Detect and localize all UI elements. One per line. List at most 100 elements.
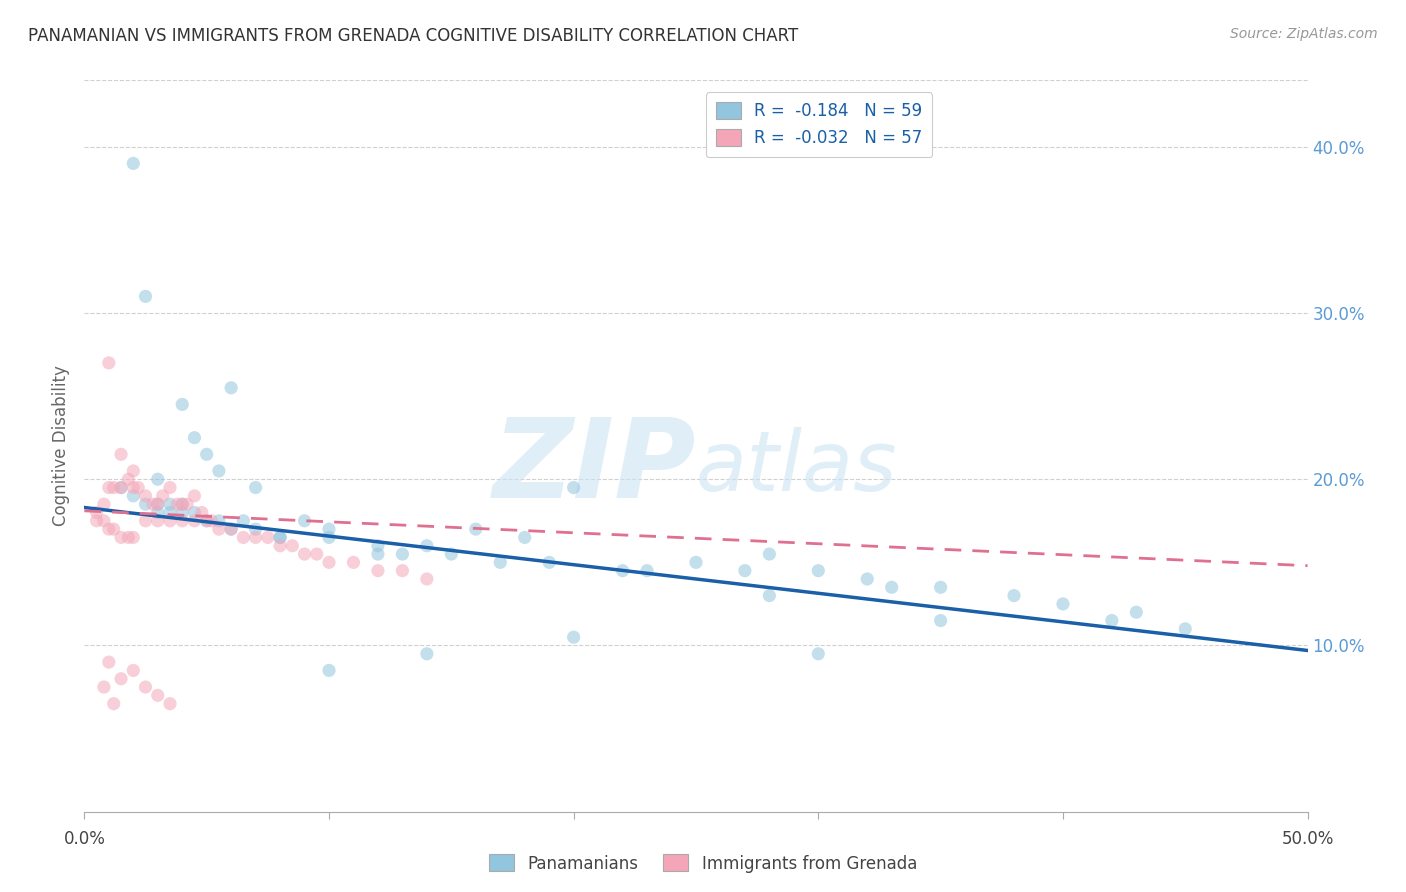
- Point: [152, 489, 174, 503]
- Point: [122, 481, 145, 495]
- Point: [183, 514, 205, 528]
- Point: [159, 697, 181, 711]
- Point: [636, 564, 658, 578]
- Point: [142, 497, 165, 511]
- Point: [110, 481, 132, 495]
- Point: [166, 497, 188, 511]
- Point: [489, 555, 512, 569]
- Point: [159, 506, 181, 520]
- Point: [146, 497, 169, 511]
- Point: [110, 481, 132, 495]
- Point: [159, 481, 181, 495]
- Point: [97, 481, 120, 495]
- Point: [1002, 589, 1025, 603]
- Point: [97, 522, 120, 536]
- Point: [135, 680, 157, 694]
- Point: [318, 664, 340, 678]
- Point: [513, 530, 536, 544]
- Point: [232, 514, 254, 528]
- Point: [172, 397, 194, 411]
- Point: [758, 547, 780, 561]
- Point: [172, 514, 194, 528]
- Point: [245, 530, 267, 544]
- Text: atlas: atlas: [696, 427, 897, 508]
- Point: [758, 589, 780, 603]
- Text: PANAMANIAN VS IMMIGRANTS FROM GRENADA COGNITIVE DISABILITY CORRELATION CHART: PANAMANIAN VS IMMIGRANTS FROM GRENADA CO…: [28, 27, 799, 45]
- Point: [929, 614, 952, 628]
- Point: [562, 630, 585, 644]
- Point: [122, 156, 145, 170]
- Point: [612, 564, 634, 578]
- Point: [464, 522, 486, 536]
- Point: [1125, 605, 1147, 619]
- Point: [86, 514, 108, 528]
- Point: [208, 522, 231, 536]
- Point: [318, 530, 340, 544]
- Point: [135, 514, 157, 528]
- Point: [97, 356, 120, 370]
- Point: [146, 472, 169, 486]
- Point: [929, 580, 952, 594]
- Point: [172, 506, 194, 520]
- Legend: R =  -0.184   N = 59, R =  -0.032   N = 57: R = -0.184 N = 59, R = -0.032 N = 57: [706, 92, 932, 157]
- Point: [172, 497, 194, 511]
- Point: [159, 514, 181, 528]
- Point: [245, 481, 267, 495]
- Point: [195, 514, 218, 528]
- Point: [269, 530, 291, 544]
- Point: [97, 655, 120, 669]
- Point: [176, 497, 198, 511]
- Point: [122, 664, 145, 678]
- Point: [146, 689, 169, 703]
- Point: [416, 539, 439, 553]
- Text: Source: ZipAtlas.com: Source: ZipAtlas.com: [1230, 27, 1378, 41]
- Point: [172, 497, 194, 511]
- Point: [219, 522, 242, 536]
- Point: [685, 555, 707, 569]
- Point: [219, 381, 242, 395]
- Point: [416, 572, 439, 586]
- Point: [110, 672, 132, 686]
- Point: [342, 555, 364, 569]
- Point: [135, 289, 157, 303]
- Point: [146, 514, 169, 528]
- Point: [1052, 597, 1074, 611]
- Point: [110, 447, 132, 461]
- Point: [305, 547, 328, 561]
- Point: [146, 506, 169, 520]
- Point: [159, 497, 181, 511]
- Point: [562, 481, 585, 495]
- Point: [183, 489, 205, 503]
- Point: [117, 530, 139, 544]
- Point: [200, 514, 222, 528]
- Point: [103, 481, 125, 495]
- Point: [1101, 614, 1123, 628]
- Point: [208, 514, 231, 528]
- Point: [195, 514, 218, 528]
- Point: [219, 522, 242, 536]
- Point: [880, 580, 903, 594]
- Point: [281, 539, 304, 553]
- Point: [135, 489, 157, 503]
- Point: [391, 564, 413, 578]
- Point: [122, 464, 145, 478]
- Point: [538, 555, 561, 569]
- Point: [232, 530, 254, 544]
- Point: [93, 497, 115, 511]
- Point: [269, 539, 291, 553]
- Point: [93, 514, 115, 528]
- Point: [1174, 622, 1197, 636]
- Point: [807, 564, 830, 578]
- Point: [416, 647, 439, 661]
- Y-axis label: Cognitive Disability: Cognitive Disability: [52, 366, 70, 526]
- Point: [110, 530, 132, 544]
- Legend: Panamanians, Immigrants from Grenada: Panamanians, Immigrants from Grenada: [482, 847, 924, 880]
- Point: [294, 547, 316, 561]
- Point: [391, 547, 413, 561]
- Text: ZIP: ZIP: [492, 415, 696, 522]
- Point: [127, 481, 149, 495]
- Point: [318, 522, 340, 536]
- Point: [146, 497, 169, 511]
- Point: [269, 530, 291, 544]
- Point: [367, 564, 389, 578]
